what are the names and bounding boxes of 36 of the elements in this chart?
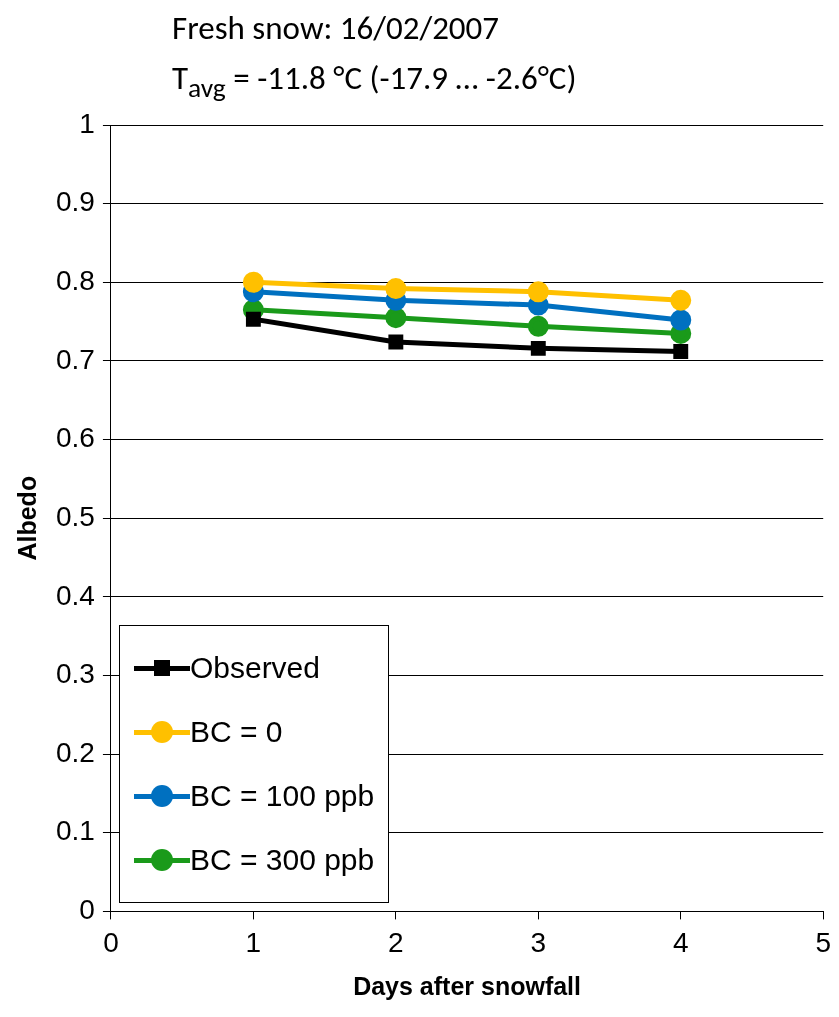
legend-label: BC = 0 <box>189 715 283 750</box>
x-axis-title: Days after snowfall <box>353 971 581 1000</box>
x-tick-label: 0 <box>103 926 119 958</box>
y-tick-label: 0.1 <box>55 815 95 847</box>
y-tick-label: 0.7 <box>55 343 95 375</box>
point <box>242 271 264 293</box>
chart-title: Fresh snow: 16/02/2007 <box>172 8 500 48</box>
x-tick-label: 3 <box>530 926 547 958</box>
x-tick-label: 4 <box>672 926 689 958</box>
point <box>245 311 261 327</box>
y-tick-label: 1 <box>79 107 95 139</box>
y-tick-label: 0.5 <box>55 500 95 532</box>
x-tick-label: 1 <box>245 926 262 958</box>
point <box>385 278 407 300</box>
y-tick-label: 0.8 <box>55 265 95 296</box>
point <box>527 281 549 303</box>
point <box>670 289 692 311</box>
legend-label: Observed <box>189 651 320 686</box>
legend-label: BC = 300 ppb <box>189 843 375 878</box>
y-axis-title: Albedo <box>12 475 41 561</box>
y-tick-label: 0.3 <box>55 658 95 690</box>
y-tick-label: 0.2 <box>55 736 95 768</box>
y-tick-label: 0.6 <box>55 422 95 454</box>
legend-label: BC = 100 ppb <box>189 779 375 814</box>
point <box>385 307 407 329</box>
chart-subtitle: T$_{avg}$ = -11.8 °C (-17.9 … -2.6°C) <box>172 58 577 104</box>
point <box>670 309 692 331</box>
y-tick-label: 0.9 <box>55 186 95 218</box>
point <box>530 340 546 356</box>
x-tick-label: 2 <box>388 926 404 958</box>
y-tick-label: 0.4 <box>55 579 95 611</box>
point <box>527 315 549 337</box>
point <box>673 344 689 359</box>
x-tick-label: 5 <box>815 926 831 958</box>
point <box>388 334 404 350</box>
y-tick-label: 0 <box>79 894 95 926</box>
